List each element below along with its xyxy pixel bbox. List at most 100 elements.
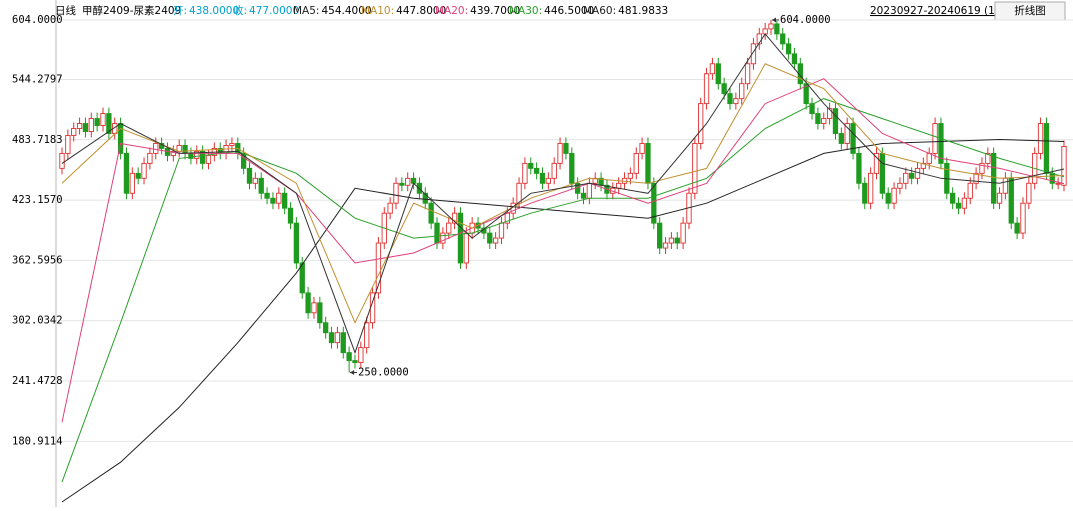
candle-body — [492, 237, 499, 244]
info-label: MA30: — [509, 5, 542, 17]
candle-body — [903, 172, 909, 184]
chart-toggle-button[interactable]: 折线图 — [1014, 4, 1046, 17]
candle-body — [1049, 172, 1055, 184]
candle-body — [996, 192, 1003, 204]
info-item: MA10: 447.8000 — [361, 5, 446, 17]
info-value: 477.0000 — [249, 5, 299, 17]
candle-body — [299, 262, 305, 294]
candle-body — [76, 123, 83, 129]
candle-body — [651, 182, 657, 224]
info-item: MA60: 481.9833 — [583, 5, 668, 17]
candle-body — [252, 177, 259, 184]
candle-body — [147, 152, 153, 164]
max-annotation: 604.0000 — [780, 14, 831, 26]
candle-body — [633, 152, 639, 174]
candle-body — [100, 113, 106, 126]
candle-body — [399, 182, 405, 186]
candle-body — [979, 162, 985, 174]
info-value: 447.8000 — [396, 5, 446, 17]
candle-body — [1020, 202, 1026, 234]
y-tick-label: 483.7183 — [12, 134, 63, 146]
candle-body — [838, 133, 844, 144]
candle-body — [639, 143, 645, 154]
candle-body — [955, 202, 962, 209]
candle-body — [750, 43, 757, 65]
info-label: MA10: — [361, 5, 394, 17]
candle-body — [170, 150, 176, 156]
candle-body — [780, 33, 786, 45]
candle-body — [528, 162, 534, 169]
candle-body — [692, 143, 698, 194]
candle-body — [908, 172, 915, 179]
candle-body — [791, 53, 798, 65]
candle-body — [539, 172, 546, 184]
candle-body — [914, 167, 921, 179]
candle-body — [428, 202, 434, 224]
candle-body — [293, 222, 300, 264]
candle-body — [440, 232, 446, 244]
candle-body — [662, 242, 669, 249]
candle-body — [352, 360, 358, 364]
candle-body — [733, 98, 739, 105]
candle-body — [657, 222, 663, 249]
info-label: MA20: — [435, 5, 468, 17]
candle-body — [950, 192, 956, 204]
candle-body — [721, 83, 727, 95]
candle-body — [65, 135, 71, 154]
max-annotation-arrowhead — [772, 17, 777, 23]
candle-body — [991, 152, 997, 204]
candle-body — [533, 167, 540, 174]
candle-body — [410, 177, 417, 184]
min-annotation: 250.0000 — [358, 367, 409, 379]
candle-body — [873, 152, 880, 174]
candle-body — [106, 113, 112, 134]
ma-line — [61, 138, 1065, 503]
symbol: 甲醇2409-尿素2409 — [82, 4, 181, 17]
candle-body — [258, 177, 264, 194]
candle-body — [328, 332, 335, 344]
candle-body — [703, 73, 710, 105]
candle-body — [498, 222, 505, 239]
candle-body — [246, 167, 253, 184]
candle-body — [487, 232, 493, 244]
candle-body — [867, 172, 874, 204]
candle-body — [340, 332, 346, 354]
candle-body — [809, 103, 815, 115]
candle-body — [844, 123, 850, 144]
y-tick-label: 302.0342 — [12, 315, 63, 327]
candle-body — [967, 182, 973, 199]
candle-body — [920, 162, 927, 169]
candle-body — [1055, 182, 1061, 185]
candle-body — [569, 152, 575, 184]
candle-body — [668, 237, 675, 244]
candle-body — [387, 202, 393, 214]
candle-body — [1043, 123, 1050, 174]
candle-body — [287, 207, 294, 224]
candle-body — [897, 182, 903, 189]
info-item: 收: 477.0000 — [233, 4, 299, 17]
candle-body — [551, 162, 557, 179]
candle-body — [1061, 145, 1067, 186]
candle-body — [59, 152, 65, 169]
candle-body — [422, 192, 428, 204]
candle-body — [645, 143, 651, 184]
candle-body — [182, 145, 188, 154]
candle-body — [891, 187, 897, 204]
info-value: 454.4000 — [321, 5, 371, 17]
info-value: 446.5000 — [544, 5, 594, 17]
info-label: MA60: — [583, 5, 616, 17]
date-range: 20230927-20240619 (172) — [870, 5, 1012, 17]
y-tick-label: 544.2797 — [12, 73, 63, 85]
candle-body — [153, 143, 159, 154]
candle-body — [961, 197, 968, 209]
candle-body — [141, 162, 147, 179]
candle-body — [727, 93, 733, 105]
ma-line — [61, 98, 1065, 483]
candle-body — [282, 192, 288, 209]
candle-body — [123, 152, 130, 194]
candle-body — [774, 23, 780, 35]
candle-body — [405, 177, 411, 186]
candle-body — [985, 152, 991, 164]
